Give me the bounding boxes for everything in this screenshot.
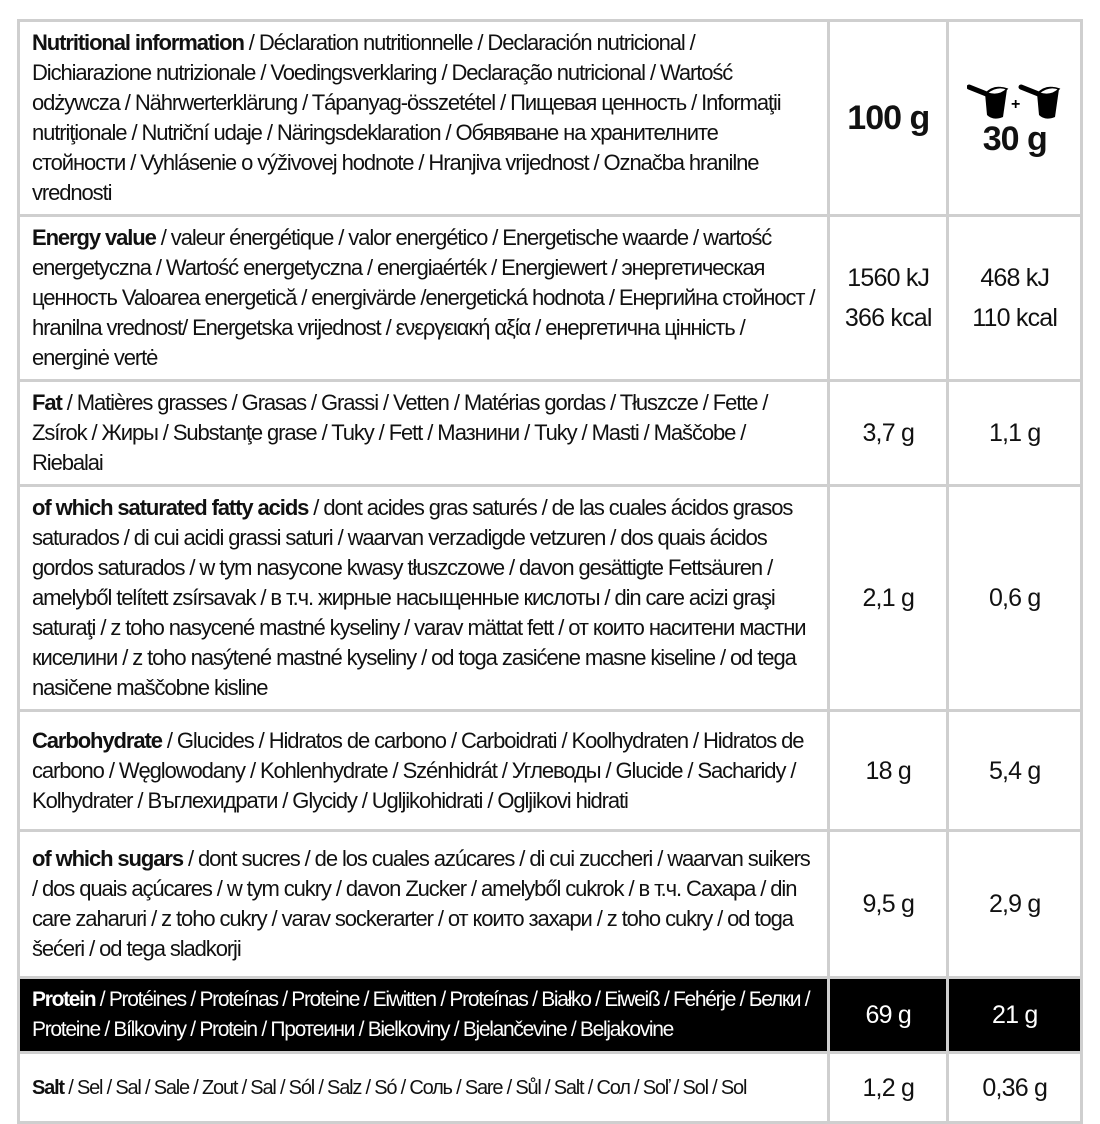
sugars-serving: 2,9 g <box>946 829 1083 979</box>
energy-100g: 1560 kJ 366 kcal <box>827 214 950 382</box>
two-scoops-icon: + <box>966 84 1061 119</box>
sugars-label: of which sugars / dont sucres / de los c… <box>16 829 831 979</box>
nutrient-name: of which sugars <box>32 846 184 871</box>
nutrient-translations: / valeur énergétique / valor energético … <box>32 225 815 370</box>
row-saturated: of which saturated fatty acids / dont ac… <box>16 484 1083 712</box>
header-translations: / Déclaration nutritionnelle / Declaraci… <box>32 30 782 205</box>
row-protein: Protein / Protéines / Proteínas / Protei… <box>16 976 1083 1054</box>
carbohydrate-100g: 18 g <box>827 709 950 832</box>
energy-kcal: 110 kcal <box>972 304 1058 332</box>
nutrient-translations: / Sel / Sal / Sale / Zout / Sal / Sól / … <box>63 1076 747 1099</box>
nutrient-translations: / Glucides / Hidratos de carbono / Carbo… <box>32 727 805 813</box>
row-energy: Energy value / valeur énergétique / valo… <box>16 214 1083 382</box>
scoop-icon <box>1018 84 1061 119</box>
nutrient-name: Carbohydrate <box>32 727 163 753</box>
protein-label: Protein / Protéines / Proteínas / Protei… <box>16 976 831 1054</box>
salt-100g: 1,2 g <box>827 1051 950 1124</box>
protein-100g: 69 g <box>827 976 950 1054</box>
header-title: Nutritional information <box>32 30 245 55</box>
nutrient-name: Fat <box>32 390 63 415</box>
fat-100g: 3,7 g <box>827 379 950 487</box>
row-sugars: of which sugars / dont sucres / de los c… <box>16 829 1083 979</box>
nutrient-translations: / Protéines / Proteínas / Proteine / Eiw… <box>32 988 811 1041</box>
header-col-serving: + 30 g <box>946 19 1083 217</box>
fat-serving: 1,1 g <box>946 379 1083 487</box>
scoop-icon <box>966 84 1009 119</box>
header-col-100g: 100 g <box>827 19 950 217</box>
salt-serving: 0,36 g <box>946 1051 1083 1124</box>
nutrition-table: Nutritional information / Déclaration nu… <box>16 19 1083 1124</box>
salt-label: Salt / Sel / Sal / Sale / Zout / Sal / S… <box>16 1051 831 1124</box>
energy-kcal: 366 kcal <box>844 304 933 332</box>
sugars-100g: 9,5 g <box>827 829 950 979</box>
energy-serving: 468 kJ 110 kcal <box>946 214 1083 382</box>
nutrient-name: of which saturated fatty acids <box>32 495 309 520</box>
nutrient-translations: / Matières grasses / Grasas / Grassi / V… <box>32 390 769 475</box>
row-fat: Fat / Matières grasses / Grasas / Grassi… <box>16 379 1083 487</box>
saturated-serving: 0,6 g <box>946 484 1083 712</box>
nutrient-translations: / dont sucres / de los cuales azúcares /… <box>32 846 811 961</box>
header-row: Nutritional information / Déclaration nu… <box>16 19 1083 217</box>
row-carbohydrate: Carbohydrate / Glucides / Hidratos de ca… <box>16 709 1083 832</box>
header-label: Nutritional information / Déclaration nu… <box>16 19 831 217</box>
nutrient-name: Salt <box>32 1076 65 1099</box>
energy-kj: 468 kJ <box>980 264 1050 292</box>
row-salt: Salt / Sel / Sal / Sale / Zout / Sal / S… <box>16 1051 1083 1124</box>
serving-size: 30 g <box>982 120 1048 158</box>
energy-kj: 1560 kJ <box>847 264 930 292</box>
carbohydrate-label: Carbohydrate / Glucides / Hidratos de ca… <box>16 709 831 832</box>
energy-label: Energy value / valeur énergétique / valo… <box>16 214 831 382</box>
saturated-label: of which saturated fatty acids / dont ac… <box>16 484 831 712</box>
saturated-100g: 2,1 g <box>827 484 950 712</box>
nutrient-name: Energy value <box>32 225 157 250</box>
nutrient-name: Protein <box>32 988 97 1011</box>
nutrient-translations: / dont acides gras saturés / de las cual… <box>32 495 807 700</box>
fat-label: Fat / Matières grasses / Grasas / Grassi… <box>16 379 831 487</box>
plus-sign: + <box>1011 96 1020 113</box>
carbohydrate-serving: 5,4 g <box>946 709 1083 832</box>
protein-serving: 21 g <box>946 976 1083 1054</box>
